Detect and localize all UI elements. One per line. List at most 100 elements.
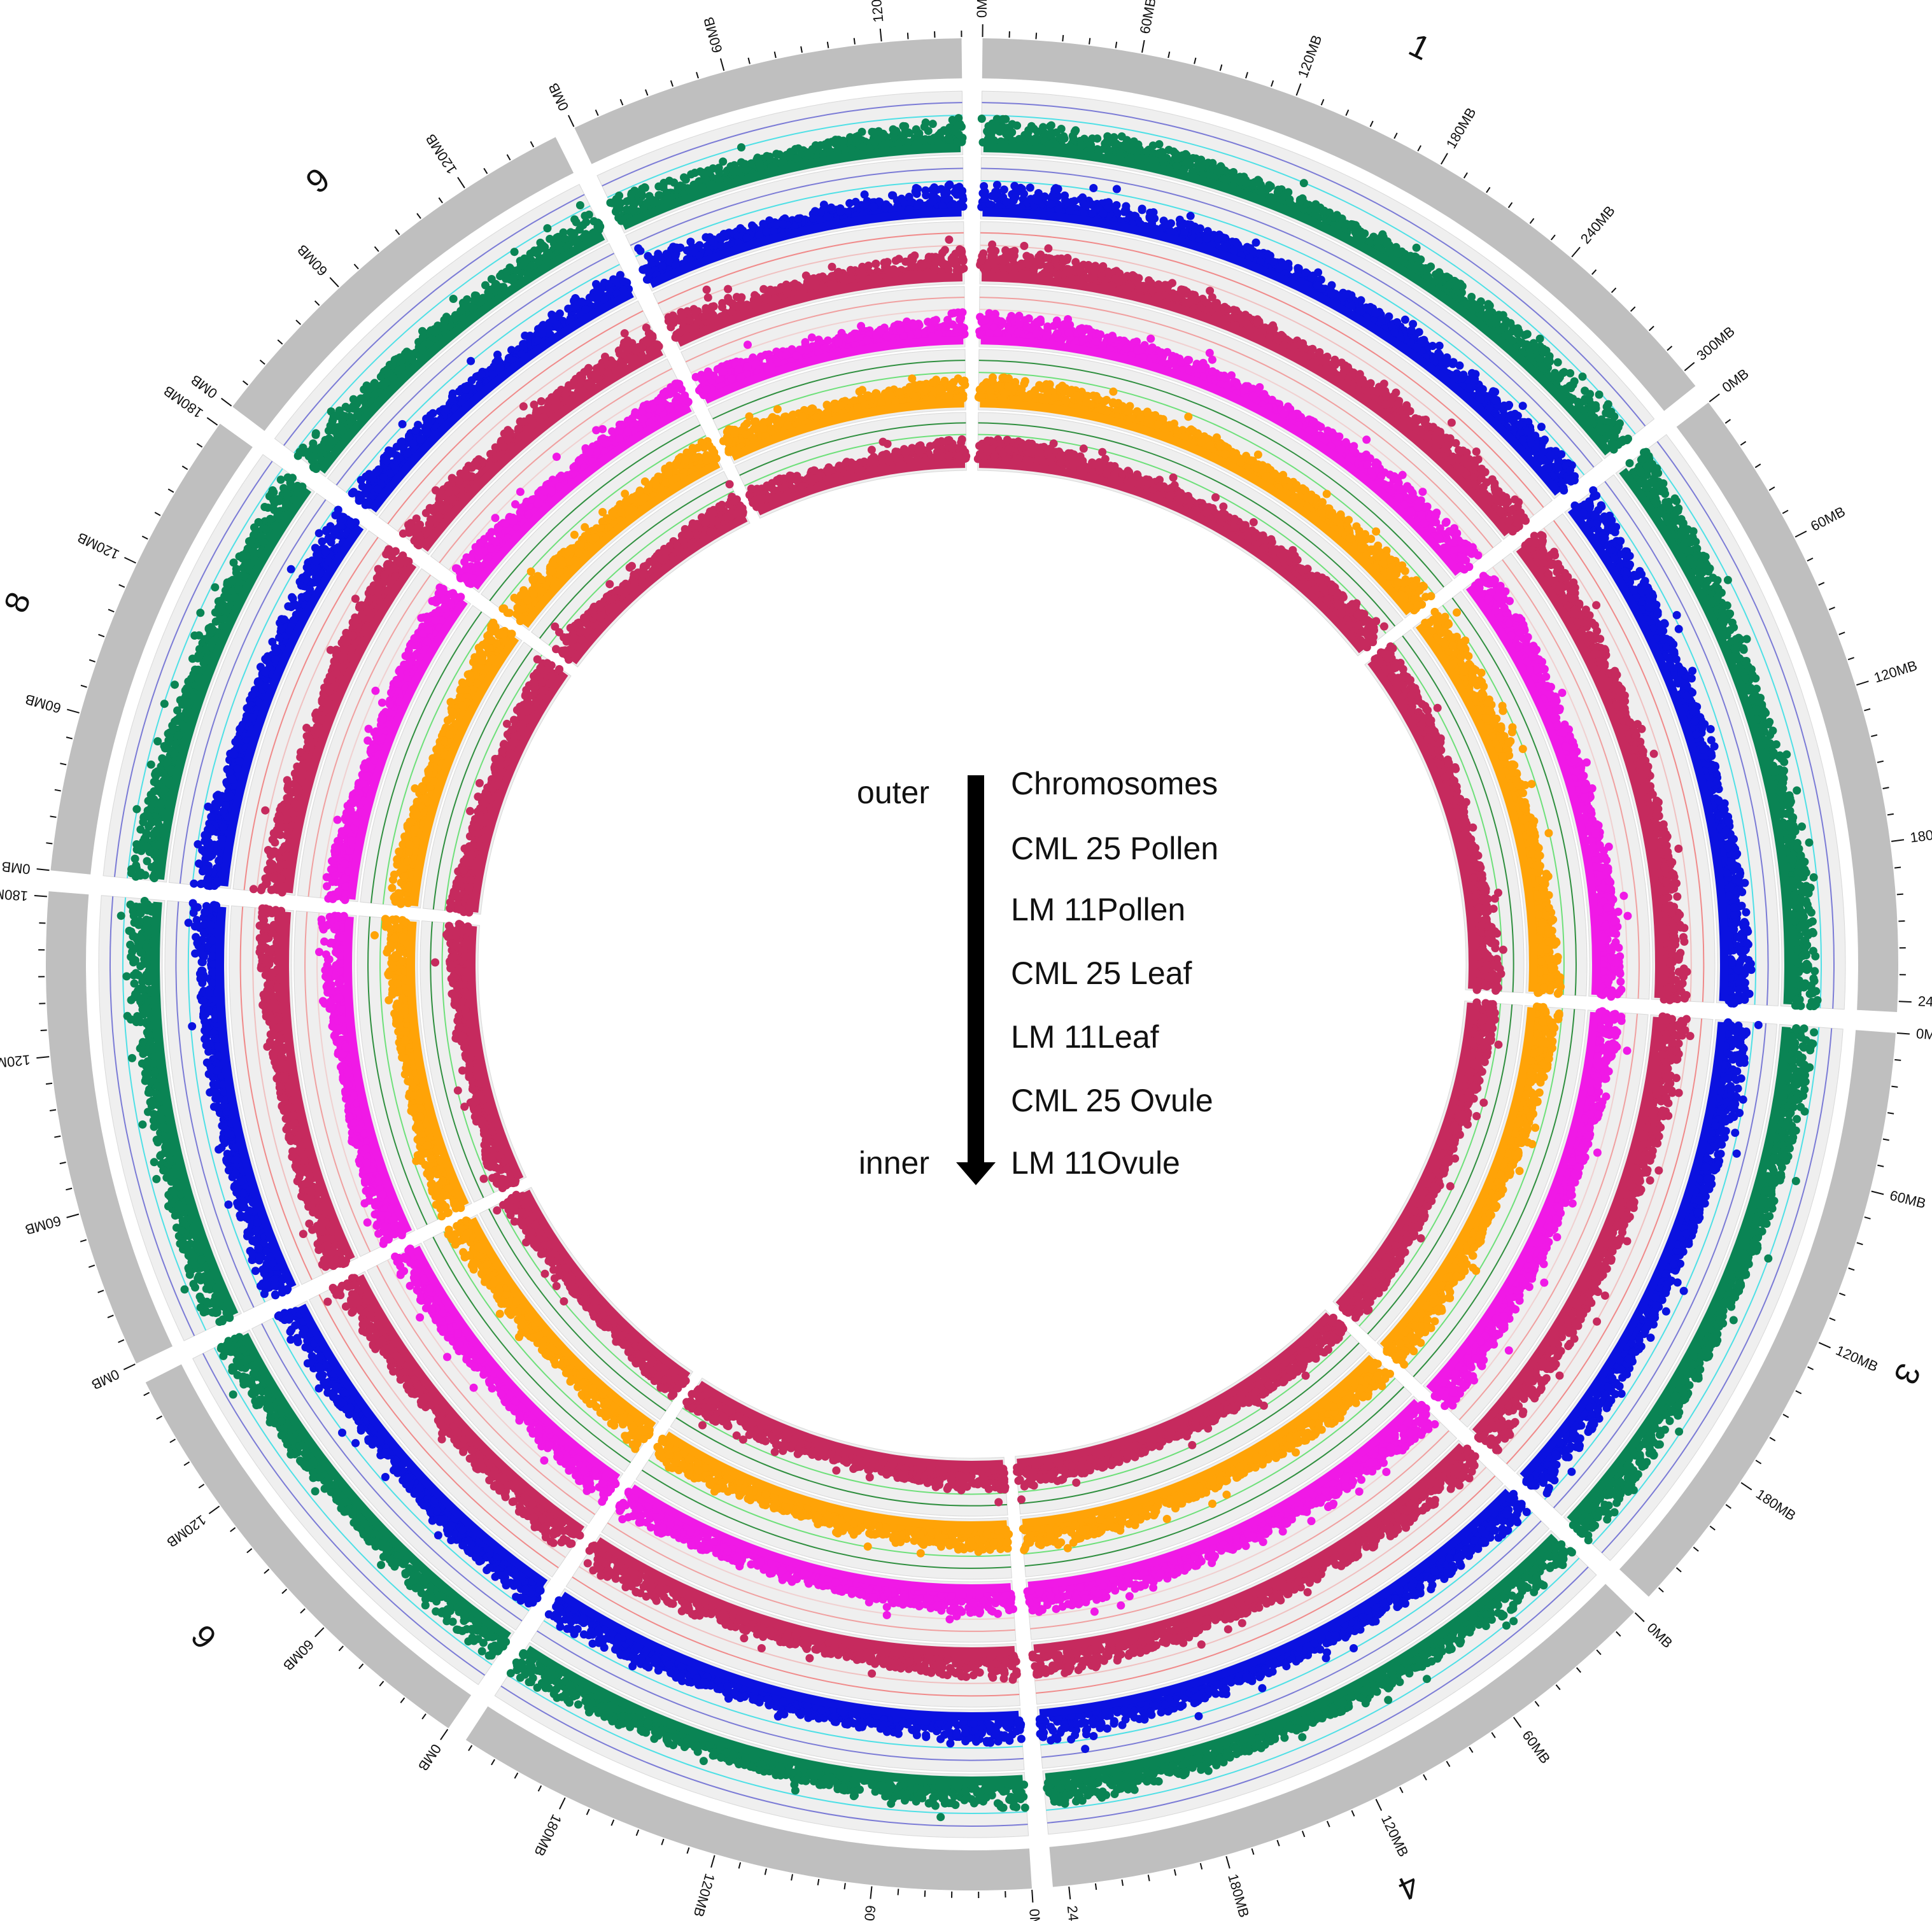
axis-tick — [417, 213, 421, 218]
marker-point — [1502, 493, 1510, 502]
marker-point — [1183, 158, 1192, 167]
marker-point — [1355, 371, 1364, 379]
axis-tick — [711, 1855, 715, 1868]
marker-point — [1407, 326, 1416, 334]
marker-point — [1566, 466, 1574, 474]
axis-tick — [379, 1681, 383, 1686]
marker-point — [1039, 123, 1047, 131]
marker-point — [1587, 409, 1595, 418]
marker-point — [1539, 345, 1548, 353]
marker-point — [985, 122, 993, 130]
marker-point — [1022, 252, 1031, 260]
axis-tick — [1839, 1293, 1845, 1296]
marker-point — [1173, 155, 1181, 163]
axis-tick — [870, 1886, 871, 1899]
axis-tick — [124, 558, 136, 563]
marker-point — [1511, 495, 1519, 503]
marker-point — [1610, 412, 1618, 421]
marker-point — [1308, 345, 1316, 353]
axis-tick — [775, 52, 776, 58]
axis-tick — [1530, 218, 1534, 223]
axis-tick — [1877, 1165, 1884, 1167]
marker-point — [980, 182, 988, 190]
marker-point — [1047, 122, 1055, 130]
axis-tick — [1394, 133, 1397, 139]
marker-point — [993, 181, 1001, 189]
marker-point — [1020, 190, 1028, 198]
marker-point — [1187, 221, 1195, 229]
marker-point — [1274, 186, 1283, 194]
marker-point — [1360, 229, 1369, 237]
marker-point — [1603, 403, 1611, 411]
axis-tick — [1441, 153, 1448, 164]
marker-point — [1264, 184, 1273, 192]
marker-point — [978, 252, 986, 260]
axis-tick — [1808, 1367, 1814, 1369]
axis-tick — [791, 1874, 793, 1880]
axis-tick — [1491, 1733, 1495, 1738]
marker-point — [1212, 302, 1220, 311]
axis-tick — [1864, 709, 1870, 711]
axis-tick — [1830, 1318, 1835, 1321]
axis-tick — [296, 320, 300, 325]
marker-point — [1269, 258, 1278, 266]
axis-tick — [375, 246, 379, 251]
marker-point — [1491, 485, 1499, 493]
marker-point — [1514, 519, 1522, 528]
axis-tick — [611, 1820, 614, 1826]
marker-point — [1020, 242, 1028, 250]
axis-tick — [1693, 1547, 1698, 1551]
axis-tick — [1577, 1668, 1581, 1673]
axis-tick — [1819, 582, 1824, 585]
axis-tick — [1649, 327, 1654, 331]
axis-tick — [1201, 1863, 1202, 1869]
axis-tick — [157, 1416, 162, 1419]
marker-point — [1113, 185, 1121, 194]
axis-tick — [749, 58, 750, 64]
marker-point — [1329, 213, 1337, 221]
marker-point — [1030, 264, 1038, 272]
marker-point — [1460, 456, 1468, 464]
axis-tick — [119, 585, 125, 588]
marker-point — [1523, 427, 1531, 435]
axis-tick — [1631, 307, 1635, 311]
axis-tick — [645, 90, 647, 95]
axis-tick — [1795, 531, 1807, 537]
marker-point — [1253, 318, 1262, 326]
marker-point — [1026, 183, 1034, 192]
marker-point — [1214, 234, 1222, 243]
marker-point — [1018, 260, 1026, 268]
axis-tick — [1226, 1856, 1229, 1868]
marker-point — [1479, 385, 1487, 393]
axis-tick — [260, 360, 265, 364]
marker-point — [1399, 471, 1407, 479]
marker-point — [1531, 342, 1539, 351]
marker-point — [1511, 410, 1519, 418]
axis-tick — [1883, 1139, 1889, 1140]
axis-tick — [67, 710, 79, 713]
marker-point — [1331, 361, 1339, 369]
marker-point — [1055, 205, 1063, 213]
axis-tick — [661, 1839, 663, 1845]
axis-tick — [1597, 1650, 1601, 1654]
marker-point — [1093, 134, 1101, 143]
axis-tick — [844, 1883, 845, 1889]
axis-tick — [144, 1393, 150, 1396]
axis-tick — [422, 1714, 426, 1719]
marker-point — [1150, 208, 1158, 216]
marker-point — [1176, 216, 1184, 224]
marker-point — [1401, 316, 1409, 324]
axis-tick — [1865, 1217, 1871, 1219]
marker-point — [1527, 439, 1535, 447]
marker-point — [1432, 271, 1441, 279]
axis-tick — [1535, 1701, 1539, 1706]
axis-tick — [1327, 1821, 1330, 1827]
marker-point — [1395, 399, 1403, 407]
axis-tick — [1897, 894, 1903, 895]
marker-point — [986, 201, 994, 209]
marker-point — [1082, 202, 1090, 210]
axis-tick — [1756, 1460, 1761, 1463]
axis-tick — [88, 1265, 94, 1267]
axis-tick — [1877, 761, 1884, 763]
marker-point — [1252, 239, 1260, 247]
